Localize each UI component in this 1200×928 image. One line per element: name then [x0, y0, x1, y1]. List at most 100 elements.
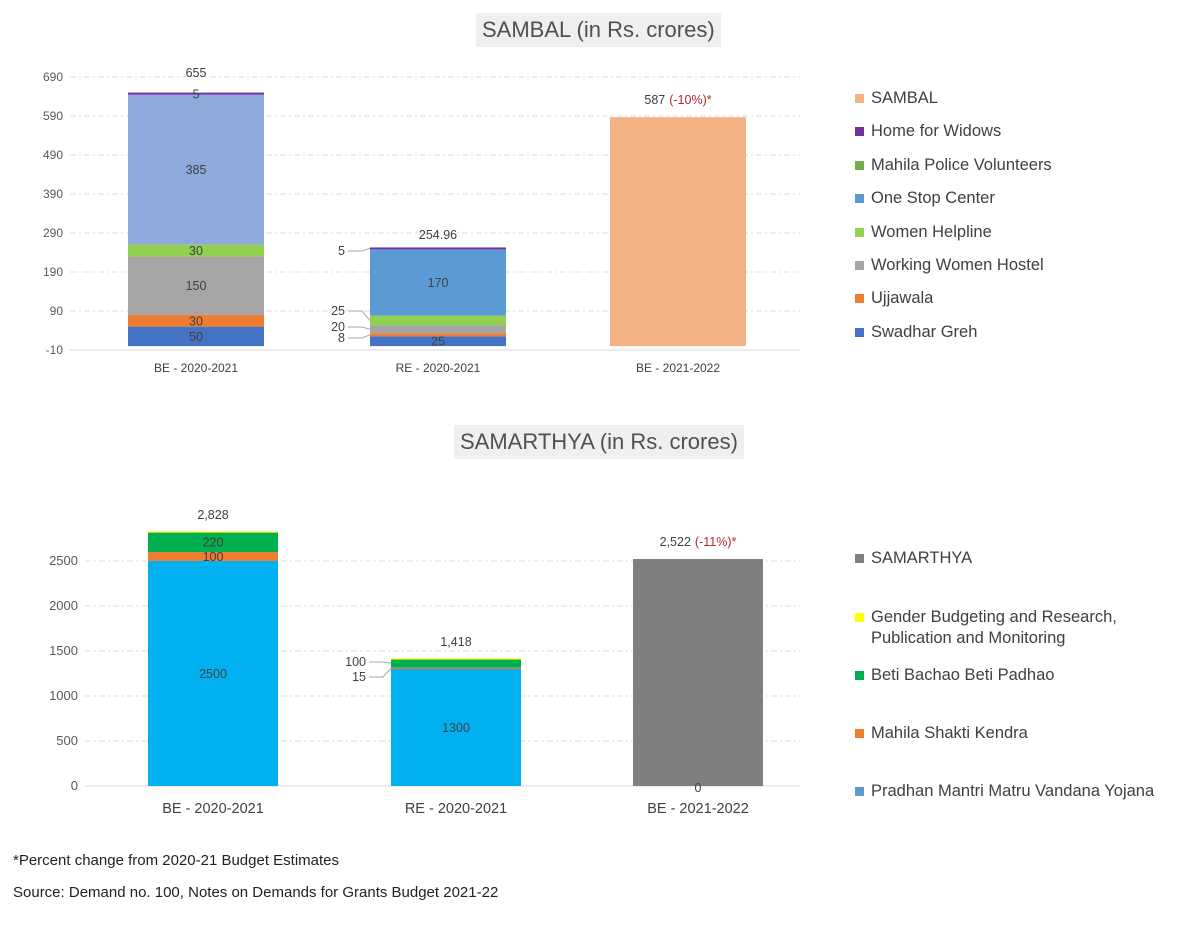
legend-item-beti-bachao-beti-padhao: Beti Bachao Beti Padhao: [855, 665, 1155, 686]
samarthya-chart-title: SAMARTHYA (in Rs. crores): [454, 425, 744, 459]
y-tick-label: 1000: [49, 688, 78, 703]
bar-segment-ujjawala: [128, 314, 264, 327]
y-tick-label: -10: [46, 343, 64, 357]
legend-item-mahila-shakti-kendra: Mahila Shakti Kendra: [855, 723, 1155, 744]
legend-swatch: [855, 227, 864, 237]
legend-item-pradhan-mantri-matru-vandana-yojana: Pradhan Mantri Matru Vandana Yojana: [855, 781, 1155, 802]
total-label: 655: [186, 66, 207, 80]
legend-label: SAMBAL: [871, 89, 938, 107]
legend-label: Working Women Hostel: [871, 256, 1044, 274]
data-label: 100: [345, 655, 366, 669]
legend-swatch: [855, 160, 864, 170]
legend-swatch: [855, 671, 864, 680]
data-label: 20: [331, 320, 345, 334]
data-label: 5: [338, 244, 345, 258]
legend-label: Gender Budgeting and Research, Publicati…: [871, 608, 1117, 647]
bar-segment-mahila-shakti-kendra: [148, 552, 278, 561]
bar-group-be-2021-2022: 0 2,522 (-11%)*: [633, 535, 763, 795]
leader-line: [348, 334, 371, 339]
bar-segment-home-for-widows: [128, 92, 264, 95]
y-tick-label: 500: [56, 733, 78, 748]
leader-line: [348, 326, 371, 330]
bar-segment-home-for-widows: [370, 247, 506, 250]
legend-swatch: [855, 729, 864, 738]
data-label: 8: [338, 331, 345, 345]
legend-item-ujjawala: Ujjawala: [855, 288, 933, 309]
y-tick-label: 2000: [49, 598, 78, 613]
percent-change-footnote: *Percent change from 2020-21 Budget Esti…: [13, 852, 340, 869]
legend-swatch: [855, 94, 864, 103]
data-label: 0: [695, 781, 702, 795]
sambal-chart-title: SAMBAL (in Rs. crores): [476, 13, 721, 47]
legend-item-swadhar-greh: Swadhar Greh: [855, 322, 977, 343]
bar-segment-sambal: [610, 117, 746, 347]
legend-label: One Stop Center: [871, 189, 995, 208]
data-label: 15: [352, 670, 366, 684]
legend-swatch: [855, 554, 864, 563]
data-label: 170: [428, 276, 449, 290]
bar-segment-women-helpline: [128, 244, 264, 257]
legend-swatch: [855, 327, 864, 337]
sambal-chart: -10 90 190 290 390 490 590 690 50 30 150 30 385 5 655 B…: [43, 66, 800, 375]
data-label: 25: [331, 304, 345, 318]
total-label: 1,418: [440, 635, 471, 649]
legend-label: Swadhar Greh: [871, 322, 978, 341]
source-footnote: Source: Demand no. 100, Notes on Demands…: [13, 884, 499, 901]
legend-label: Mahila Police Volunteers: [871, 155, 1052, 174]
y-tick-label: 2500: [49, 553, 78, 568]
bar-segment-gender-budgeting-and-research-publication-and-monitoring: [391, 658, 521, 660]
legend-label: Pradhan Mantri Matru Vandana Yojana: [871, 782, 1155, 800]
legend-swatch: [855, 261, 864, 270]
y-tick-label: 490: [43, 148, 63, 162]
bar-segment-swadhar-greh: [128, 326, 264, 347]
legend-swatch: [855, 294, 864, 304]
legend-label: Home for Widows: [871, 122, 1002, 141]
x-category-label: RE - 2020-2021: [405, 801, 507, 817]
bar-segment-beti-bachao-beti-padhao: [148, 532, 278, 552]
leader-line: [348, 247, 371, 252]
data-label: 25: [431, 335, 445, 349]
x-category-label: BE - 2021-2022: [636, 361, 720, 375]
data-label: 50: [189, 330, 203, 344]
legend-item-women-helpline: Women Helpline: [855, 222, 992, 243]
data-label: 5: [193, 88, 200, 102]
legend-item-home-for-widows: Home for Widows: [855, 121, 1001, 142]
total-label: 2,828: [197, 508, 228, 522]
data-label: 150: [186, 279, 207, 293]
total-label: 587 (-10%)*: [644, 93, 711, 107]
y-tick-label: 390: [43, 187, 63, 201]
percent-change-label: (-10%)*: [669, 93, 712, 107]
data-label: 220: [203, 536, 224, 550]
x-category-label: BE - 2020-2021: [154, 361, 238, 375]
data-label: 2500: [199, 667, 227, 681]
data-label: 1300: [442, 721, 470, 735]
percent-change-label: (-11%)*: [695, 535, 737, 549]
y-tick-label: 590: [43, 109, 63, 123]
y-tick-label: 0: [71, 778, 78, 793]
legend-label: SAMARTHYA: [871, 549, 973, 567]
bar-segment-pradhan-mantri-matru-vandana-yojana: [148, 561, 278, 786]
legend-swatch: [855, 194, 864, 204]
legend-item-gender-budgeting-and-research-publication-and-monitoring: Gender Budgeting and Research, Publicati…: [855, 607, 1155, 649]
legend-label: Ujjawala: [871, 289, 934, 308]
legend-label: Women Helpline: [871, 222, 992, 241]
y-tick-label: 290: [43, 226, 63, 240]
bar-segment-women-helpline: [370, 315, 506, 326]
bar-group-be-2020-2021: 50 30 150 30 385 5 655: [128, 66, 264, 347]
bar-segment-working-women-hostel: [128, 256, 264, 315]
y-tick-label: 690: [43, 70, 63, 84]
y-tick-label: 190: [43, 265, 63, 279]
x-category-label: RE - 2020-2021: [396, 361, 481, 375]
bar-segment-ujjawala: [370, 333, 506, 337]
data-label: 30: [189, 244, 203, 258]
legend-item-one-stop-center: One Stop Center: [855, 188, 995, 209]
bar-segment-one-stop-center: [370, 249, 506, 316]
leader-line: [369, 661, 392, 664]
data-label: 385: [186, 163, 207, 177]
bar-segment-swadhar-greh: [370, 336, 506, 347]
data-label: 30: [189, 314, 203, 328]
y-tick-label: 1500: [49, 643, 78, 658]
bar-segment-one-stop-center: [128, 94, 264, 245]
